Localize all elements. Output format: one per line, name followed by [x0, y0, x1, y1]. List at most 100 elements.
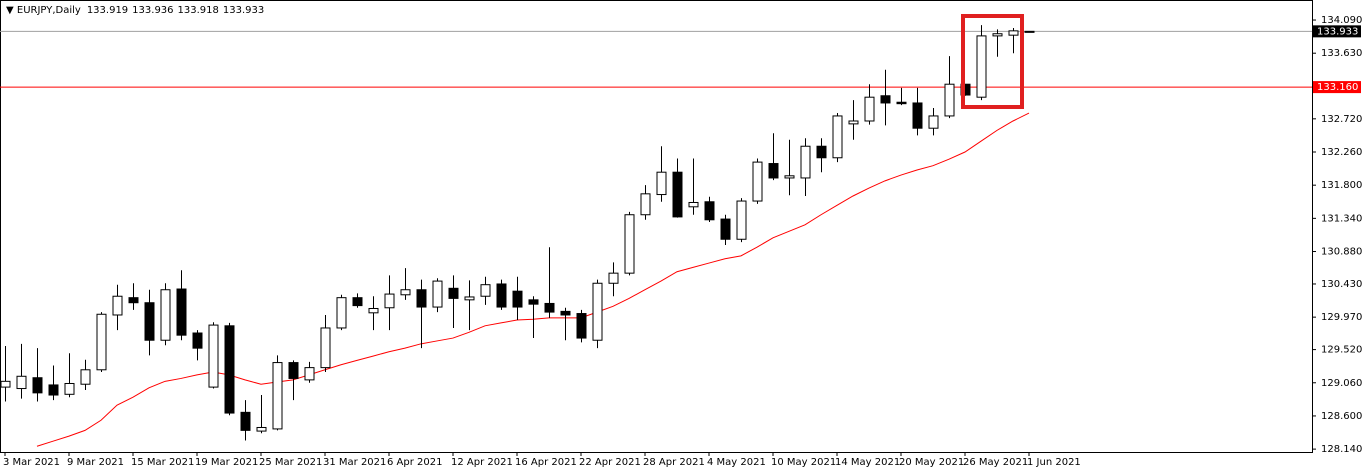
x-tick-label: 3 Mar 2021 [3, 457, 60, 468]
candle-body [912, 102, 923, 129]
candle-body [1024, 30, 1035, 33]
candle-body [480, 284, 491, 297]
y-tick-label: 134.090 [1321, 15, 1362, 26]
x-tick-label: 6 Apr 2021 [387, 457, 442, 468]
candle-body [160, 289, 171, 341]
y-tick-label: 133.630 [1321, 48, 1362, 59]
header-close: 133.933 [223, 5, 264, 16]
y-tick-label: 132.720 [1321, 114, 1362, 125]
candle-body [528, 299, 539, 305]
candle-body [448, 287, 459, 299]
y-tick-label: 130.880 [1321, 247, 1362, 258]
x-tick-label: 12 Apr 2021 [451, 457, 513, 468]
candle-body [544, 302, 555, 313]
x-tick-label: 28 Apr 2021 [643, 457, 705, 468]
x-tick-label: 25 Mar 2021 [259, 457, 322, 468]
candle-body [512, 290, 523, 308]
y-tick-label: 129.060 [1321, 378, 1362, 389]
plot-frame [0, 0, 1313, 453]
candle-body [736, 200, 747, 240]
candle-body [1008, 30, 1019, 36]
candle-body [896, 101, 907, 105]
y-tick-label: 129.970 [1321, 312, 1362, 323]
y-tick-label: 132.260 [1321, 147, 1362, 158]
candle-body [608, 272, 619, 284]
chart-header: ▼ EURJPY,Daily 133.919 133.936 133.918 133.9… [6, 5, 264, 16]
candle-body [336, 297, 347, 329]
candle-body [816, 145, 827, 159]
y-tick-label: 131.800 [1321, 180, 1362, 191]
candle-body [128, 297, 139, 304]
candle-body [432, 280, 443, 308]
x-tick-label: 16 Apr 2021 [515, 457, 577, 468]
candle-body [192, 332, 203, 349]
candle-body [176, 288, 187, 336]
candle-body [64, 382, 75, 395]
candle-body [800, 145, 811, 179]
candle-body [288, 362, 299, 379]
candle-body [144, 302, 155, 341]
price-label: 133.933 [1317, 26, 1358, 37]
highlight-box [961, 14, 1024, 109]
candle-body [752, 161, 763, 202]
candle-body [768, 163, 779, 179]
candle-body [304, 367, 315, 381]
x-tick-label: 31 Mar 2021 [323, 457, 386, 468]
menu-arrow: ▼ [6, 5, 17, 16]
candle-body [496, 283, 507, 308]
candle-body [464, 296, 475, 301]
candle-body [0, 380, 11, 388]
candle-body [848, 120, 859, 125]
candle-body [944, 83, 955, 117]
level-label: 133.160 [1317, 82, 1358, 93]
candle-body [16, 375, 27, 390]
candle-body [592, 282, 603, 341]
candle-body [224, 325, 235, 414]
candle-body [864, 96, 875, 122]
x-tick-label: 4 May 2021 [707, 457, 766, 468]
candle-body [656, 171, 667, 196]
header-high: 133.936 [132, 5, 173, 16]
x-tick-label: 1 Jun 2021 [1027, 457, 1081, 468]
candle-body [704, 201, 715, 221]
y-tick-label: 128.600 [1321, 411, 1362, 422]
candle-body [672, 171, 683, 218]
x-tick-label: 9 Mar 2021 [67, 457, 124, 468]
candle-body [48, 384, 59, 396]
candle-body [624, 214, 635, 274]
x-tick-label: 22 Apr 2021 [579, 457, 641, 468]
candle-body [320, 327, 331, 369]
candle-body [928, 115, 939, 129]
candle-body [640, 193, 651, 216]
candle-body [384, 293, 395, 309]
candle-body [976, 35, 987, 98]
candle-body [272, 362, 283, 430]
level-label-box [1313, 81, 1361, 94]
candle-body [352, 297, 363, 307]
candle-body [400, 289, 411, 296]
candle-body [368, 307, 379, 314]
candle-body [240, 411, 251, 431]
chart-title: EURJPY,Daily [17, 5, 81, 16]
y-tick-label: 130.430 [1321, 279, 1362, 290]
candle-body [112, 295, 123, 316]
candle-body [688, 201, 699, 208]
header-low: 133.918 [178, 5, 219, 16]
candle-body [96, 313, 107, 371]
candle-body [992, 33, 1003, 37]
candle-body [720, 218, 731, 240]
price-label-box [1313, 25, 1361, 38]
candle-body [576, 313, 587, 339]
candle-body [416, 289, 427, 308]
x-tick-label: 15 Mar 2021 [131, 457, 194, 468]
candle-body [32, 377, 43, 394]
header-open: 133.919 [87, 5, 128, 16]
candle-body [784, 175, 795, 179]
x-tick-label: 20 May 2021 [899, 457, 964, 468]
candle-body [832, 115, 843, 159]
x-tick-label: 26 May 2021 [963, 457, 1028, 468]
y-tick-label: 129.520 [1321, 345, 1362, 356]
candle-body [560, 310, 571, 316]
